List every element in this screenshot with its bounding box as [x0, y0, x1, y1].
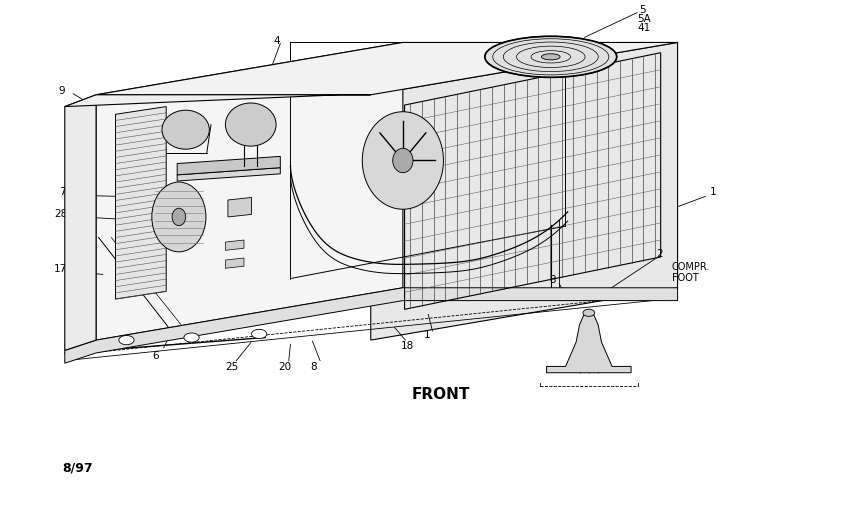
Polygon shape [177, 156, 281, 175]
Text: 1: 1 [424, 330, 431, 340]
Ellipse shape [152, 182, 206, 252]
Text: 1: 1 [710, 187, 717, 197]
Text: 20: 20 [279, 362, 292, 372]
Text: 3: 3 [550, 275, 555, 284]
Polygon shape [371, 42, 678, 340]
Polygon shape [177, 168, 281, 181]
Ellipse shape [542, 54, 560, 60]
Polygon shape [64, 95, 371, 107]
Text: 8: 8 [310, 362, 316, 372]
Ellipse shape [583, 309, 594, 316]
Polygon shape [96, 42, 403, 340]
Text: COMPR.: COMPR. [672, 262, 710, 272]
Text: 41: 41 [637, 23, 650, 33]
Polygon shape [371, 42, 678, 340]
Text: 5: 5 [639, 5, 646, 15]
Circle shape [119, 335, 134, 345]
Ellipse shape [393, 148, 413, 173]
Ellipse shape [162, 110, 209, 149]
Ellipse shape [172, 208, 186, 225]
Polygon shape [96, 42, 678, 95]
Ellipse shape [226, 103, 276, 146]
Text: 18: 18 [400, 341, 414, 351]
Circle shape [252, 329, 267, 338]
Text: FRONT: FRONT [412, 386, 470, 401]
Polygon shape [64, 288, 678, 363]
Polygon shape [64, 95, 96, 350]
Text: 25: 25 [226, 362, 238, 372]
Polygon shape [115, 107, 166, 299]
Text: 17: 17 [53, 264, 67, 275]
Text: 6: 6 [152, 350, 159, 361]
Text: 7: 7 [59, 187, 65, 197]
Text: 8/97: 8/97 [62, 462, 92, 475]
Ellipse shape [362, 112, 444, 209]
Text: 5A: 5A [637, 14, 650, 24]
Circle shape [184, 333, 199, 342]
Polygon shape [226, 240, 244, 250]
Text: FOOT: FOOT [672, 272, 699, 282]
Ellipse shape [485, 36, 616, 77]
Polygon shape [226, 258, 244, 268]
Text: 28: 28 [53, 209, 67, 219]
Text: 9: 9 [59, 86, 65, 96]
Polygon shape [228, 198, 252, 217]
Text: 4: 4 [274, 37, 280, 46]
Text: 2: 2 [656, 249, 663, 259]
Polygon shape [547, 310, 631, 373]
